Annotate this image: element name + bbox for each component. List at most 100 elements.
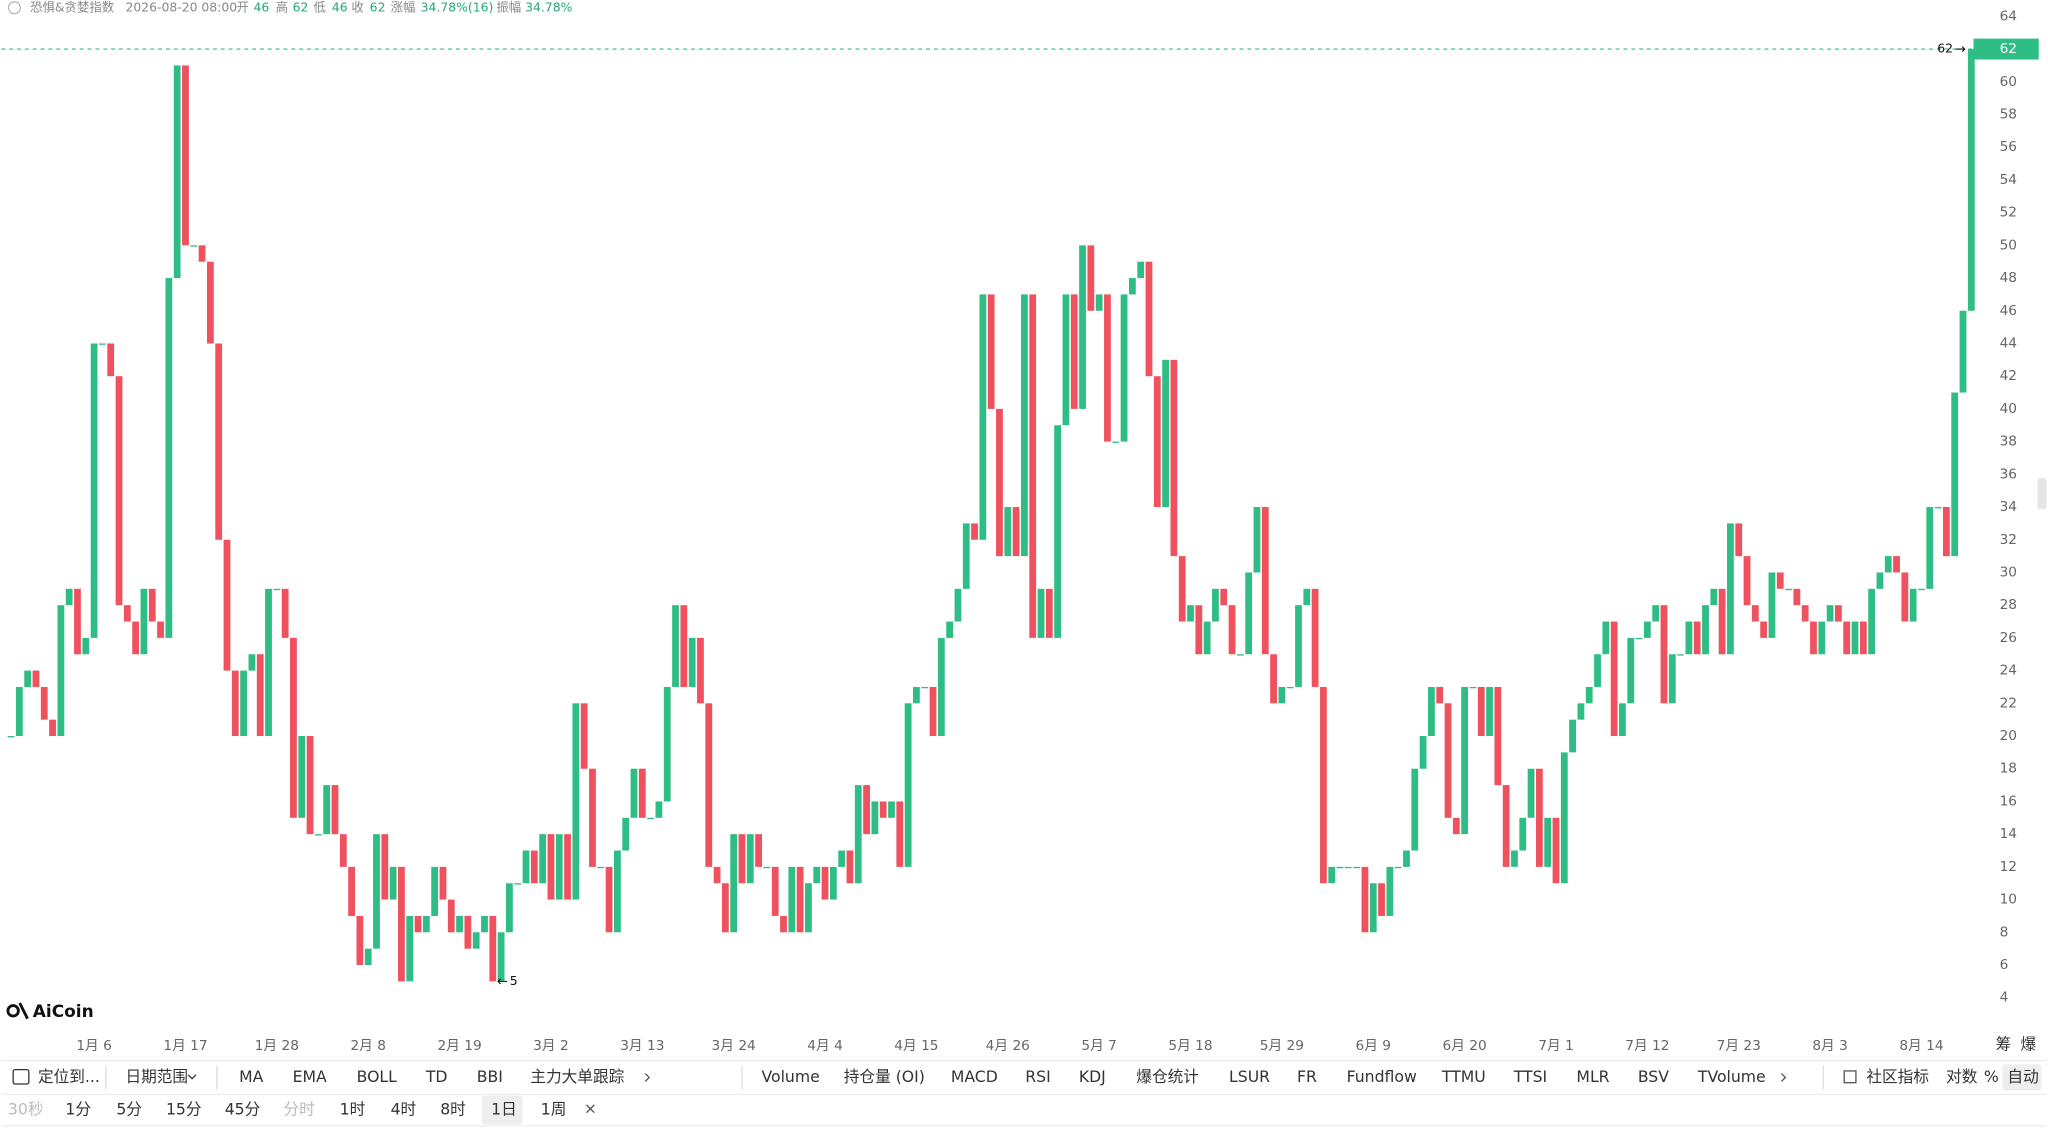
toolbar-button[interactable]: BOLL — [357, 1067, 398, 1086]
toolbar-button[interactable]: 15分 — [166, 1100, 202, 1119]
candle-up — [1245, 572, 1253, 655]
candle-up — [514, 883, 522, 885]
toolbar-button[interactable]: Fundflow — [1347, 1067, 1417, 1086]
log-button[interactable]: 对数 — [1946, 1067, 1978, 1086]
y-tick-label: 14 — [2000, 826, 2017, 842]
header-icon[interactable] — [8, 1, 21, 15]
toolbar-button[interactable]: MA — [239, 1067, 264, 1086]
candle-down — [1261, 507, 1269, 655]
toolbar-button[interactable]: BBI — [477, 1067, 503, 1086]
axis-button[interactable]: 爆 — [2020, 1034, 2036, 1053]
toolbar-button[interactable]: TTSI — [1513, 1067, 1547, 1086]
more-arrow[interactable] — [1781, 1073, 1787, 1082]
toolbar-button[interactable]: 分时 — [283, 1100, 315, 1119]
price-badge — [1973, 38, 2039, 60]
candle-down — [231, 670, 239, 737]
candle-up — [1054, 425, 1062, 638]
candle-down — [564, 834, 571, 900]
x-tick-label: 5月 29 — [1260, 1038, 1304, 1054]
candle-up — [1344, 866, 1352, 869]
toolbar-button[interactable]: 5分 — [116, 1100, 142, 1119]
toolbar-button[interactable]: 4时 — [391, 1100, 417, 1119]
edit-icon — [1843, 1070, 1857, 1084]
toolbar-button[interactable]: TTMU — [1441, 1067, 1486, 1086]
candle-down — [1743, 556, 1751, 606]
close-icon[interactable] — [586, 1104, 595, 1114]
x-tick-label: 8月 14 — [1899, 1038, 1943, 1054]
toolbar-button[interactable]: TVolume — [1697, 1067, 1766, 1086]
y-tick-label: 16 — [2000, 793, 2017, 809]
candle-down — [1552, 817, 1560, 884]
toolbar-button[interactable]: KDJ — [1079, 1067, 1106, 1086]
toolbar-button[interactable]: 持仓量 (OI) — [844, 1067, 925, 1086]
candle-down — [49, 719, 56, 737]
candle-up — [539, 834, 547, 884]
community-button[interactable]: 社区指标 — [1866, 1067, 1929, 1086]
candle-up — [1486, 686, 1493, 737]
candle-up — [1336, 866, 1344, 869]
toolbar-button[interactable]: EMA — [293, 1067, 327, 1086]
toolbar-button[interactable]: 1时 — [340, 1100, 366, 1119]
candle-down — [223, 539, 231, 671]
candle-up — [655, 801, 663, 818]
x-tick-label: 3月 2 — [533, 1038, 569, 1054]
candle-up — [323, 785, 331, 835]
toolbar-button[interactable]: BSV — [1638, 1067, 1669, 1086]
candle-up — [1851, 621, 1859, 655]
candle-down — [1793, 588, 1801, 606]
x-tick-label: 8月 3 — [1812, 1038, 1848, 1054]
axis-button[interactable]: 筹 — [1996, 1034, 2012, 1053]
y-tick-label: 6 — [2000, 957, 2009, 973]
y-tick-label: 60 — [2000, 74, 2017, 90]
toolbar-button[interactable]: 主力大单跟踪 — [530, 1067, 624, 1086]
toolbar-button[interactable]: FR — [1297, 1067, 1317, 1086]
candle-up — [1560, 752, 1568, 884]
candle-up — [1128, 278, 1136, 295]
side-tab[interactable] — [2037, 477, 2047, 510]
toolbar-button[interactable]: 1周 — [541, 1100, 567, 1119]
toolbar-button[interactable]: 1日 — [491, 1100, 517, 1119]
locate-button[interactable]: 定位到... — [38, 1067, 100, 1086]
low-price-marker: 5 — [510, 973, 518, 988]
label: 振幅 — [496, 0, 521, 14]
toolbar-button[interactable]: LSUR — [1229, 1067, 1270, 1086]
y-tick-label: 26 — [2000, 630, 2017, 646]
toolbar-button[interactable]: MLR — [1576, 1067, 1609, 1086]
toolbar-button[interactable]: 45分 — [225, 1100, 261, 1119]
candle-up — [406, 915, 414, 982]
y-tick-label: 8 — [2000, 924, 2009, 940]
candle-up — [1037, 588, 1045, 638]
toolbar-button[interactable]: 爆仓统计 — [1136, 1067, 1199, 1086]
y-tick-label: 18 — [2000, 761, 2017, 777]
label: 涨幅 — [391, 0, 416, 14]
candle-down — [929, 686, 937, 737]
percent-button[interactable]: % — [1984, 1067, 1999, 1086]
date-range-button[interactable]: 日期范围 — [125, 1067, 188, 1086]
candle-down — [414, 915, 422, 933]
candle-down — [348, 866, 355, 916]
candle-down — [1444, 703, 1452, 818]
candle-down — [1776, 572, 1784, 589]
toolbar-button[interactable]: TD — [425, 1067, 448, 1086]
candle-down — [381, 834, 389, 900]
candle-down — [256, 654, 264, 737]
candle-up — [663, 686, 671, 802]
candle-up — [364, 948, 372, 966]
toolbar-button[interactable]: MACD — [951, 1067, 998, 1086]
candle-up — [65, 588, 73, 606]
more-arrow[interactable] — [644, 1073, 651, 1082]
toolbar-button[interactable]: 8时 — [440, 1100, 466, 1119]
toolbar-button[interactable]: 1分 — [65, 1100, 91, 1119]
label: 开 — [236, 0, 248, 14]
toolbar-button[interactable]: RSI — [1025, 1067, 1050, 1086]
y-tick-label: 52 — [2000, 205, 2017, 221]
candle-up — [1710, 588, 1718, 606]
auto-button[interactable]: 自动 — [2007, 1067, 2038, 1086]
candle-up — [1187, 605, 1194, 622]
candle-up — [1959, 310, 1967, 393]
candle-down — [721, 883, 729, 933]
toolbar-button[interactable]: Volume — [761, 1067, 819, 1086]
candle-down — [530, 850, 538, 884]
toolbar-button[interactable]: 30秒 — [8, 1100, 44, 1119]
